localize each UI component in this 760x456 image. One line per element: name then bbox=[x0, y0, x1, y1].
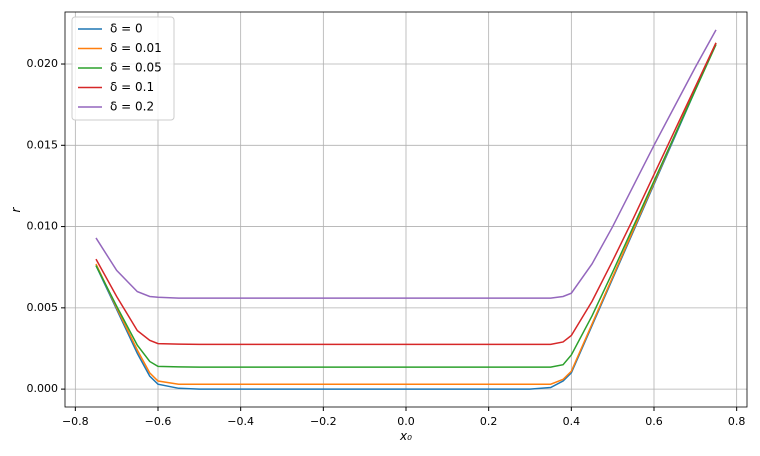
legend-label: δ = 0.01 bbox=[110, 41, 162, 55]
series-line bbox=[95, 42, 717, 346]
x-tick-label: −0.4 bbox=[227, 415, 254, 428]
y-tick-label: 0.015 bbox=[27, 138, 59, 151]
plot-frame bbox=[64, 11, 748, 408]
x-tick-label: −0.8 bbox=[62, 415, 89, 428]
x-tick-label: 0.6 bbox=[645, 415, 663, 428]
y-tick-label: 0.000 bbox=[27, 382, 59, 395]
x-tick-label: −0.6 bbox=[145, 415, 172, 428]
legend: δ = 0 δ = 0.01 δ = 0.05 δ = 0.1 δ = 0.2 bbox=[71, 16, 175, 121]
x-tick-label: −0.2 bbox=[310, 415, 337, 428]
legend-label: δ = 0.1 bbox=[110, 80, 154, 94]
x-tick-label: 0.4 bbox=[563, 415, 581, 428]
y-tick-label: 0.010 bbox=[27, 220, 59, 233]
legend-label: δ = 0 bbox=[110, 22, 143, 36]
series-line bbox=[95, 29, 717, 299]
legend-label: δ = 0.2 bbox=[110, 100, 154, 114]
y-tick-label: 0.020 bbox=[27, 57, 59, 70]
series-line bbox=[95, 44, 717, 368]
x-tick-label: 0.2 bbox=[480, 415, 498, 428]
series-line bbox=[95, 42, 717, 385]
x-axis-label: x₀ bbox=[399, 429, 412, 443]
legend-label: δ = 0.05 bbox=[110, 61, 162, 75]
legend-box bbox=[71, 16, 175, 121]
x-tick-label: 0.0 bbox=[397, 415, 415, 428]
y-axis-label: r bbox=[9, 206, 23, 212]
x-tick-label: 0.8 bbox=[728, 415, 746, 428]
y-tick-label: 0.005 bbox=[27, 301, 59, 314]
